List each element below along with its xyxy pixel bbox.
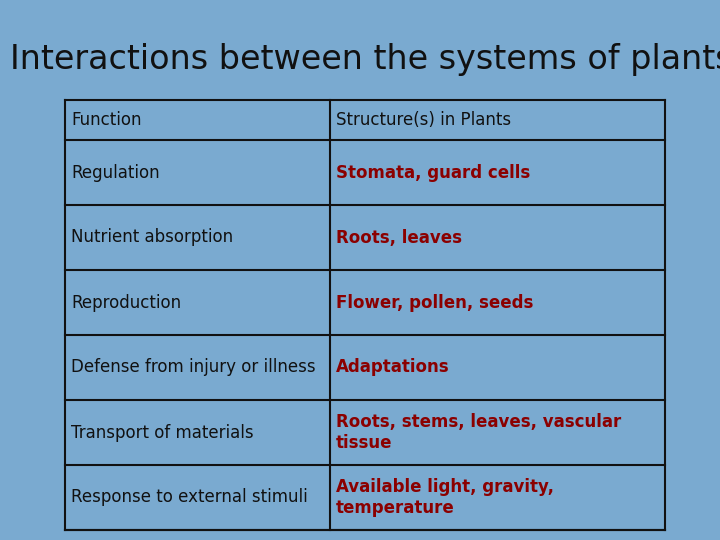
Text: Reproduction: Reproduction <box>71 294 181 312</box>
Text: Roots, stems, leaves, vascular
tissue: Roots, stems, leaves, vascular tissue <box>336 413 621 452</box>
Text: Structure(s) in Plants: Structure(s) in Plants <box>336 111 511 129</box>
Text: Stomata, guard cells: Stomata, guard cells <box>336 164 530 181</box>
Text: Transport of materials: Transport of materials <box>71 423 253 442</box>
Text: Response to external stimuli: Response to external stimuli <box>71 489 307 507</box>
Text: Adaptations: Adaptations <box>336 359 449 376</box>
Text: Function: Function <box>71 111 142 129</box>
Text: Interactions between the systems of plants: Interactions between the systems of plan… <box>10 43 720 76</box>
Text: Defense from injury or illness: Defense from injury or illness <box>71 359 315 376</box>
Text: Regulation: Regulation <box>71 164 160 181</box>
Text: Roots, leaves: Roots, leaves <box>336 228 462 246</box>
Text: Flower, pollen, seeds: Flower, pollen, seeds <box>336 294 534 312</box>
Text: Nutrient absorption: Nutrient absorption <box>71 228 233 246</box>
Text: Available light, gravity,
temperature: Available light, gravity, temperature <box>336 478 554 517</box>
